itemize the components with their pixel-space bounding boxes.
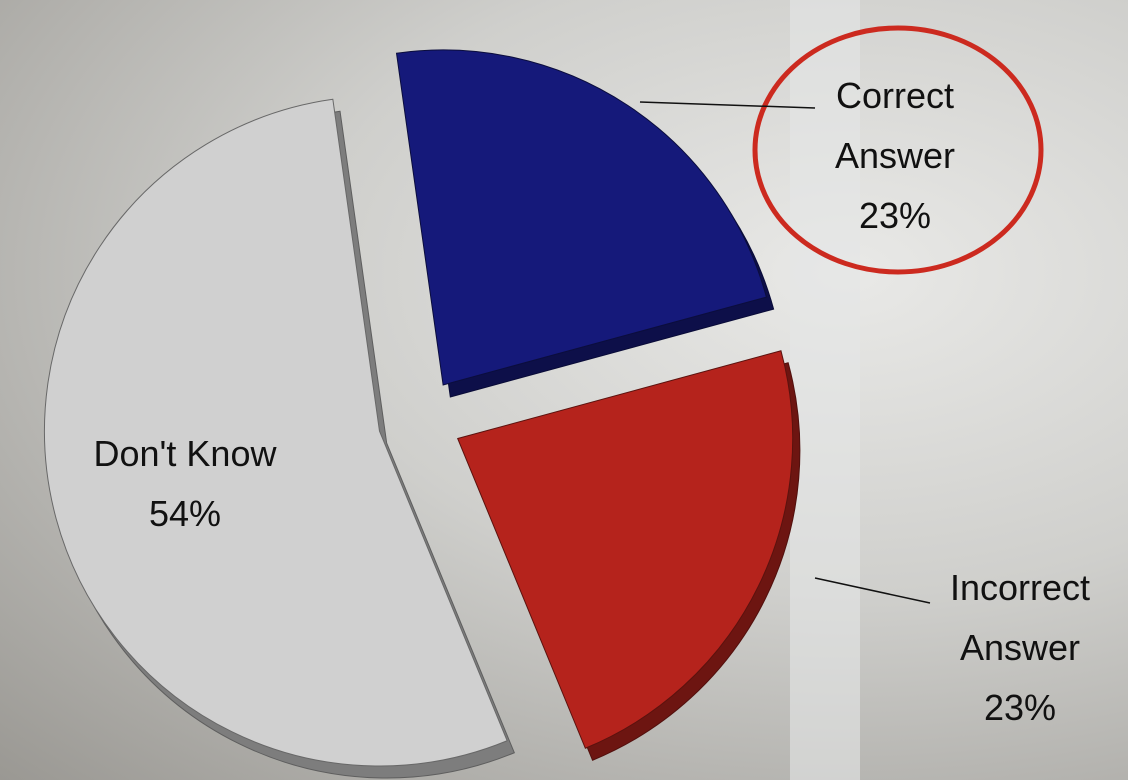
value-label: 23% <box>983 687 1057 728</box>
value-label: 23% <box>858 195 932 236</box>
pie <box>44 49 801 779</box>
slice <box>457 350 794 749</box>
category-label: Correct Answer <box>834 75 956 176</box>
background-water <box>790 0 860 780</box>
category-label: Incorrect Answer <box>949 567 1091 668</box>
leader-line <box>814 577 931 604</box>
leader-line <box>639 101 816 109</box>
value-label: 54% <box>148 493 222 534</box>
slice <box>395 49 768 386</box>
slice-label: Correct Answer 23% <box>800 66 990 246</box>
slice-label: Incorrect Answer 23% <box>920 558 1120 738</box>
slice-label: Don't Know 54% <box>35 424 335 544</box>
category-label: Don't Know <box>93 433 277 474</box>
slice <box>44 98 508 767</box>
highlight-circle <box>752 25 1044 275</box>
